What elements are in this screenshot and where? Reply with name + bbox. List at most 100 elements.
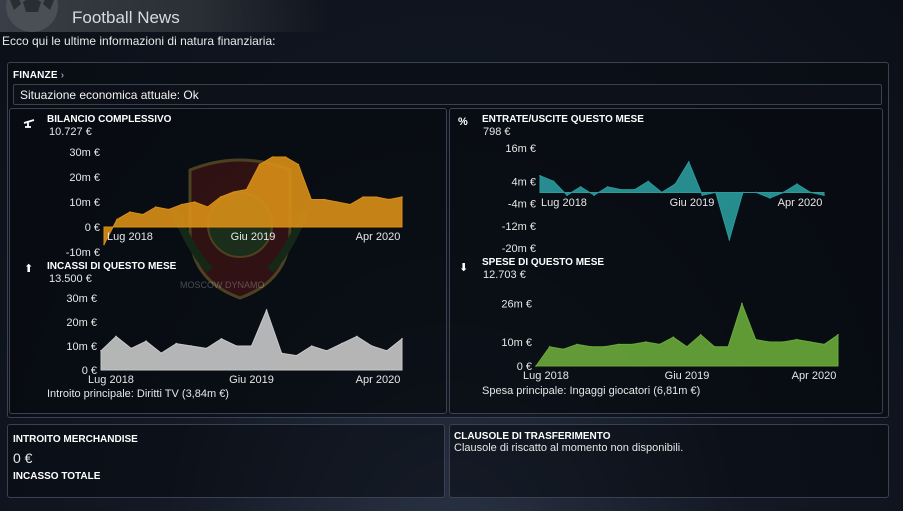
entrate-point bbox=[796, 183, 798, 185]
entrate-x-tick: Giu 2019 bbox=[670, 197, 715, 209]
arrow-down-icon: ⬇ bbox=[459, 262, 469, 274]
bilancio-point bbox=[206, 206, 209, 208]
spese-y-tick: 26m € bbox=[501, 299, 532, 311]
entrate-point bbox=[539, 174, 541, 177]
bilancio-y-tick: 10m € bbox=[69, 197, 100, 209]
spese-point bbox=[782, 341, 784, 343]
spese-note: Spesa principale: Ingaggi giocatori (6,8… bbox=[482, 385, 701, 397]
spese-point bbox=[590, 346, 592, 348]
balance-icon bbox=[23, 119, 35, 128]
spese-area bbox=[535, 302, 839, 367]
entrate-point bbox=[606, 186, 609, 188]
entrate-point bbox=[769, 197, 771, 199]
bilancio-point bbox=[349, 203, 351, 206]
clausole-panel bbox=[449, 424, 889, 498]
entrate-point bbox=[647, 180, 649, 183]
entrate-y-tick: -12m € bbox=[502, 221, 536, 233]
incassi-y-tick: 0 € bbox=[82, 365, 97, 377]
spese-point bbox=[686, 346, 688, 348]
entrate-point bbox=[593, 194, 595, 197]
entrate-point bbox=[809, 191, 812, 194]
entrate-y-tick: 4m € bbox=[512, 176, 536, 188]
spese-point bbox=[562, 348, 565, 350]
entrate-point bbox=[579, 186, 582, 188]
incassi-point bbox=[310, 345, 313, 347]
bilancio-point bbox=[297, 163, 300, 166]
bilancio-y-tick: 30m € bbox=[69, 147, 100, 159]
incassi-point bbox=[130, 347, 132, 350]
bilancio-point bbox=[375, 196, 377, 198]
bilancio-point bbox=[232, 191, 235, 193]
bilancio-point bbox=[388, 198, 390, 201]
entrate-uscite-value: 798 € bbox=[483, 126, 511, 138]
bilancio-point bbox=[167, 208, 170, 211]
incassi-point bbox=[356, 335, 358, 338]
incassi-point bbox=[341, 342, 343, 345]
clausole-text: Clausole di riscatto al momento non disp… bbox=[454, 442, 684, 454]
intro-text: Ecco qui le ultime informazioni di natur… bbox=[2, 34, 276, 48]
incasso-totale-title: INCASSO TOTALE bbox=[13, 471, 101, 482]
incassi-note: Introito principale: Diritti TV (3,84m €… bbox=[47, 388, 229, 400]
bilancio-point bbox=[219, 196, 222, 198]
entrate-y-tick: -20m € bbox=[502, 243, 536, 255]
incassi-point bbox=[235, 345, 238, 347]
entrate-point bbox=[674, 183, 677, 185]
entrate-point bbox=[552, 180, 555, 183]
arrow-up-icon: ⬆ bbox=[24, 263, 34, 275]
bilancio-point bbox=[142, 213, 144, 216]
bilancio-point bbox=[116, 218, 118, 221]
incassi-point bbox=[280, 352, 283, 354]
spese-chart: 26m € 10m € 0 €Lug 2018 Giu 2019 Apr 2020 bbox=[501, 299, 839, 382]
incassi-point bbox=[205, 347, 208, 350]
entrate-uscite-title: ENTRATE/USCITE QUESTO MESE bbox=[482, 114, 644, 125]
incassi-point bbox=[371, 345, 373, 347]
incassi-point bbox=[145, 340, 147, 342]
status-box: Situazione economica attuale: Ok bbox=[13, 84, 882, 105]
incassi-y-tick: 10m € bbox=[66, 341, 97, 353]
bilancio-point bbox=[310, 198, 313, 201]
entrate-point bbox=[742, 191, 744, 194]
bilancio-point bbox=[129, 211, 131, 213]
entrate-y-tick: 16m € bbox=[505, 143, 536, 155]
spese-point bbox=[603, 346, 606, 348]
page-title: Football News bbox=[72, 8, 180, 27]
bilancio-x-tick: Lug 2018 bbox=[107, 231, 153, 243]
spese-point bbox=[535, 365, 537, 367]
spese-point bbox=[631, 343, 633, 346]
entrate-point bbox=[715, 191, 717, 194]
percent-icon: % bbox=[458, 116, 468, 128]
spese-title: SPESE DI QUESTO MESE bbox=[482, 257, 605, 268]
spese-point bbox=[823, 343, 826, 346]
incassi-point bbox=[190, 345, 193, 347]
entrate-point bbox=[701, 194, 704, 197]
bilancio-y-tick: 20m € bbox=[69, 172, 100, 184]
financial-status: Situazione economica attuale: Ok bbox=[20, 88, 199, 102]
incassi-y-tick: 20m € bbox=[66, 317, 97, 329]
incassi-x-tick: Apr 2020 bbox=[356, 374, 401, 386]
incassi-y-tick: 30m € bbox=[66, 293, 97, 305]
entrate-point bbox=[687, 161, 690, 163]
spese-point bbox=[548, 346, 551, 348]
incassi-value: 13.500 € bbox=[49, 273, 92, 285]
bilancio-value: 10.727 € bbox=[49, 126, 92, 138]
spese-point bbox=[658, 343, 661, 346]
entrate-uscite-chart: 16m € 4m € -4m € -12m € -20m € Lug 2018 Giu 20… bbox=[502, 143, 825, 255]
bilancio-point bbox=[193, 201, 196, 203]
entrate-point bbox=[782, 191, 785, 194]
spese-point bbox=[837, 334, 839, 336]
spese-point bbox=[576, 343, 578, 346]
incassi-point bbox=[401, 338, 403, 340]
spese-point bbox=[796, 338, 798, 341]
bilancio-y-tick: 0 € bbox=[85, 222, 100, 234]
finanze-label[interactable]: FINANZE › bbox=[13, 70, 65, 81]
incassi-point bbox=[220, 338, 223, 340]
merchandise-value: 0 € bbox=[13, 450, 33, 466]
merchandise-title: INTROITO MERCHANDISE bbox=[13, 434, 138, 445]
bilancio-x-tick: Giu 2019 bbox=[231, 231, 276, 243]
spese-point bbox=[727, 346, 729, 348]
spese-point bbox=[768, 341, 771, 343]
entrate-x-tick: Apr 2020 bbox=[778, 197, 823, 209]
incassi-x-tick: Lug 2018 bbox=[88, 374, 134, 386]
incassi-point bbox=[325, 350, 328, 352]
entrate-y-tick: -4m € bbox=[508, 199, 536, 211]
